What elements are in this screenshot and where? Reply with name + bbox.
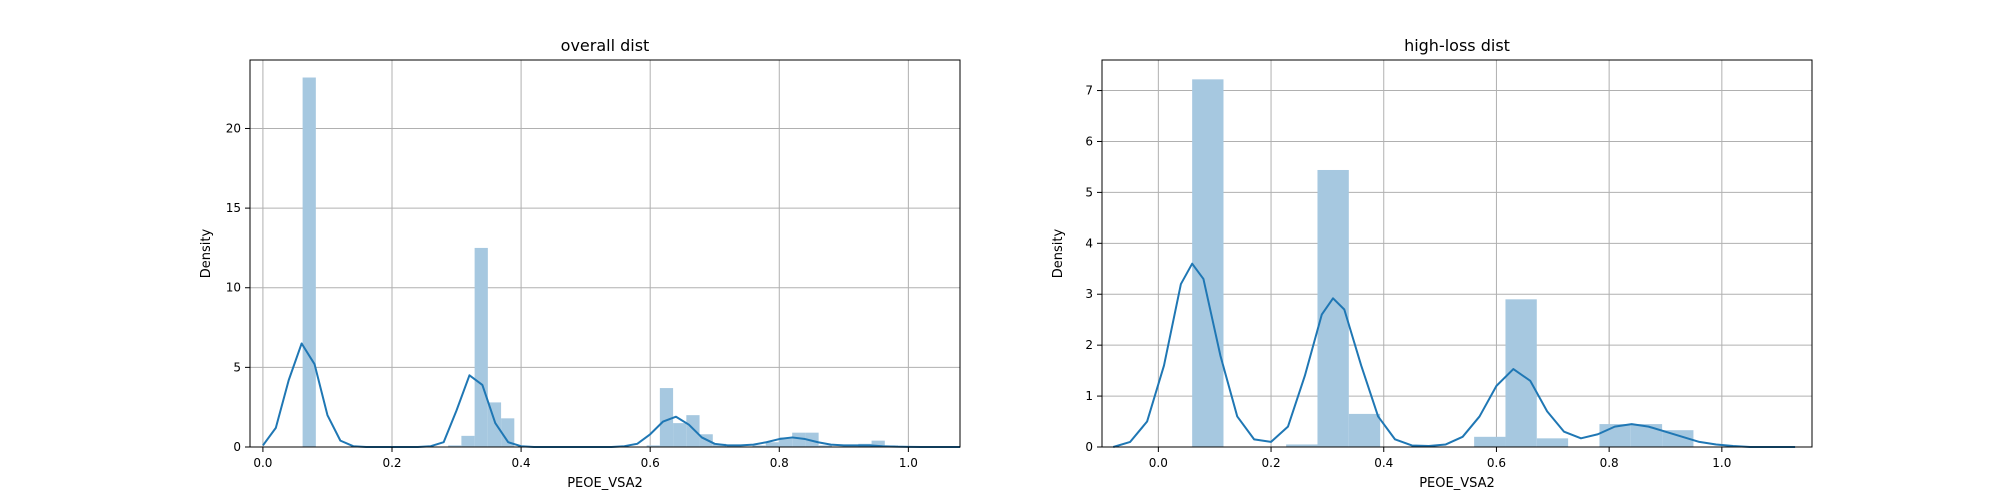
kde-curve-group bbox=[1112, 262, 1796, 448]
chart-title: high-loss dist bbox=[1404, 36, 1510, 55]
chart-title: overall dist bbox=[561, 36, 650, 55]
y-tick-label: 15 bbox=[226, 201, 241, 215]
histogram-bars bbox=[1192, 79, 1694, 447]
x-tick-label: 0.2 bbox=[382, 456, 401, 470]
x-tick-label: 0.8 bbox=[770, 456, 789, 470]
y-tick-label: 1 bbox=[1085, 389, 1093, 403]
y-axis-ticks: 0 5 10 15 20 bbox=[226, 121, 250, 454]
histogram-bar bbox=[1505, 299, 1537, 447]
histogram-bar bbox=[1348, 413, 1381, 447]
x-tick-label: 1.0 bbox=[899, 456, 918, 470]
histogram-bar bbox=[1192, 79, 1224, 447]
x-tick-label: 1.0 bbox=[1712, 456, 1731, 470]
plot-frame bbox=[249, 59, 961, 448]
y-tick-label: 4 bbox=[1085, 236, 1093, 250]
y-tick-label: 6 bbox=[1085, 134, 1093, 148]
histogram-bar bbox=[1474, 436, 1506, 447]
histogram-bar bbox=[712, 443, 727, 447]
x-tick-label: 0.6 bbox=[1487, 456, 1506, 470]
y-axis-label: Density bbox=[1051, 228, 1066, 278]
x-tick-label: 0.0 bbox=[253, 456, 272, 470]
x-axis-ticks: 0.0 0.2 0.4 0.6 0.8 1.0 bbox=[253, 447, 918, 470]
histogram-bar bbox=[1662, 430, 1694, 447]
y-tick-label: 5 bbox=[1085, 185, 1093, 199]
x-tick-label: 0.0 bbox=[1149, 456, 1168, 470]
x-tick-label: 0.2 bbox=[1262, 456, 1281, 470]
y-tick-label: 20 bbox=[226, 121, 241, 135]
histogram-bar bbox=[646, 445, 660, 447]
overall-dist-chart: 0.0 0.2 0.4 0.6 0.8 1.0 0 5 10 15 20 overall dist… bbox=[199, 36, 961, 491]
histogram-bar bbox=[673, 423, 687, 447]
x-tick-label: 0.4 bbox=[1374, 456, 1393, 470]
x-tick-label: 0.8 bbox=[1600, 456, 1619, 470]
histogram-bar bbox=[686, 415, 700, 447]
kde-curve bbox=[1112, 262, 1796, 448]
y-tick-label: 5 bbox=[233, 360, 241, 374]
gridlines bbox=[250, 60, 960, 448]
histogram-bar bbox=[1536, 438, 1569, 447]
histogram-bar bbox=[765, 442, 779, 447]
y-tick-label: 10 bbox=[226, 281, 241, 295]
y-tick-label: 2 bbox=[1085, 338, 1093, 352]
histogram-bar bbox=[1630, 424, 1663, 447]
histogram-bars bbox=[302, 77, 899, 447]
histogram-bar bbox=[752, 445, 766, 447]
histogram-bar bbox=[1286, 444, 1318, 447]
histogram-bar bbox=[818, 445, 832, 447]
y-tick-label: 0 bbox=[233, 440, 241, 454]
x-tick-label: 0.4 bbox=[512, 456, 531, 470]
y-tick-label: 0 bbox=[1085, 440, 1093, 454]
x-axis-label: PEOE_VSA2 bbox=[1419, 476, 1495, 491]
histogram-bar bbox=[792, 432, 806, 447]
y-tick-label: 3 bbox=[1085, 287, 1093, 301]
high-loss-dist-chart: 0.0 0.2 0.4 0.6 0.8 1.0 0 1 2 3 4 5 6 7 high-loss di… bbox=[1051, 36, 1813, 491]
kde-curve bbox=[262, 342, 960, 448]
histogram-bar bbox=[461, 435, 475, 447]
histogram-bar bbox=[871, 440, 885, 447]
histogram-bar bbox=[474, 247, 488, 447]
y-axis-label: Density bbox=[199, 228, 214, 278]
histogram-bar bbox=[302, 77, 316, 447]
x-axis-label: PEOE_VSA2 bbox=[567, 476, 643, 491]
x-axis-ticks: 0.0 0.2 0.4 0.6 0.8 1.0 bbox=[1149, 447, 1731, 470]
histogram-bar bbox=[448, 445, 462, 447]
histogram-bar bbox=[659, 388, 674, 447]
histogram-bar bbox=[501, 418, 515, 447]
kde-curve-group bbox=[262, 342, 960, 448]
plot-frame bbox=[1101, 59, 1813, 448]
histogram-bar bbox=[778, 437, 793, 447]
y-tick-label: 7 bbox=[1085, 84, 1093, 98]
x-tick-label: 0.6 bbox=[641, 456, 660, 470]
y-axis-ticks: 0 1 2 3 4 5 6 7 bbox=[1085, 84, 1102, 454]
